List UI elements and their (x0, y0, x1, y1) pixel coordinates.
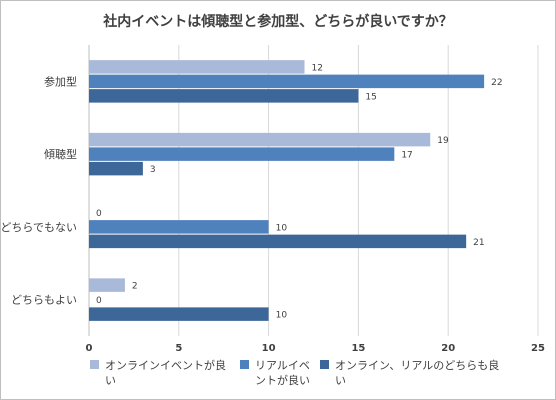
data-label: 0 (96, 296, 102, 306)
bar (89, 307, 269, 321)
x-tick-label: 20 (441, 343, 455, 354)
data-label: 0 (96, 209, 102, 219)
legend-item: オンラインイベントが良い (90, 358, 230, 388)
data-label: 3 (150, 165, 156, 175)
legend-item: リアルイベントが良い (240, 358, 320, 388)
data-label: 2 (132, 282, 138, 292)
data-label: 17 (401, 151, 412, 161)
legend-item: オンライン、リアルのどちらも良い (320, 358, 500, 388)
legend-label-line: オンラインイベントが良い (105, 359, 226, 387)
legend-label: リアルイベントが良い (255, 358, 310, 388)
bar (89, 278, 125, 292)
data-label: 15 (365, 92, 376, 102)
legend-label: オンライン、リアルのどちらも良い (335, 358, 499, 388)
bar (89, 147, 395, 161)
bar (89, 234, 467, 249)
bar (89, 161, 143, 176)
legend-swatch (240, 360, 249, 369)
category-label: 参加型 (44, 74, 77, 88)
bar (89, 89, 359, 103)
bar (89, 60, 305, 74)
legend-swatch (320, 360, 329, 369)
bar (89, 132, 431, 147)
legend-label-line: い (335, 374, 346, 387)
legend-label-line: ントが良い (255, 374, 310, 387)
x-tick-label: 5 (175, 343, 182, 354)
bar (89, 220, 269, 234)
data-label: 10 (276, 223, 288, 233)
x-tick-label: 0 (86, 343, 93, 354)
legend: オンラインイベントが良い リアルイベ ントが良い オンライン、リアルのどちらも良い (0, 358, 556, 398)
legend-label-line: オンライン、リアルのどちらも良 (335, 359, 500, 372)
category-label: どちらでもない (0, 221, 77, 234)
data-label: 10 (276, 311, 288, 321)
category-label: どちらもよい (11, 294, 77, 307)
x-tick-label: 25 (531, 343, 545, 354)
bar (89, 74, 485, 89)
x-tick-label: 10 (262, 343, 276, 354)
legend-swatch (90, 360, 99, 369)
legend-label-line: リアルイベ (255, 359, 310, 372)
data-label: 12 (312, 63, 323, 73)
data-label: 22 (491, 78, 502, 88)
chart-title: 社内イベントは傾聴型と参加型、どちらが良いですか？ (103, 14, 453, 30)
legend-label: オンラインイベントが良い (105, 358, 230, 388)
data-label: 21 (473, 238, 484, 248)
data-label: 19 (437, 136, 449, 146)
category-label: 傾聴型 (44, 147, 77, 161)
x-tick-label: 15 (351, 343, 365, 354)
